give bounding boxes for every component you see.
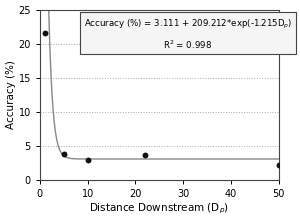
Point (61, 152, 66, 155)
Point (142, 153, 147, 157)
Y-axis label: Accuracy (%): Accuracy (%) (6, 60, 16, 129)
Text: Accuracy (%) = 3.111 + 209.212*exp(-1.215D$_p$)
R$^2$ = 0.998: Accuracy (%) = 3.111 + 209.212*exp(-1.21… (84, 18, 292, 51)
Point (276, 163, 281, 167)
X-axis label: Distance Downstream (D$_p$): Distance Downstream (D$_p$) (89, 202, 229, 216)
Point (42, 32, 47, 35)
Point (85, 158, 90, 162)
